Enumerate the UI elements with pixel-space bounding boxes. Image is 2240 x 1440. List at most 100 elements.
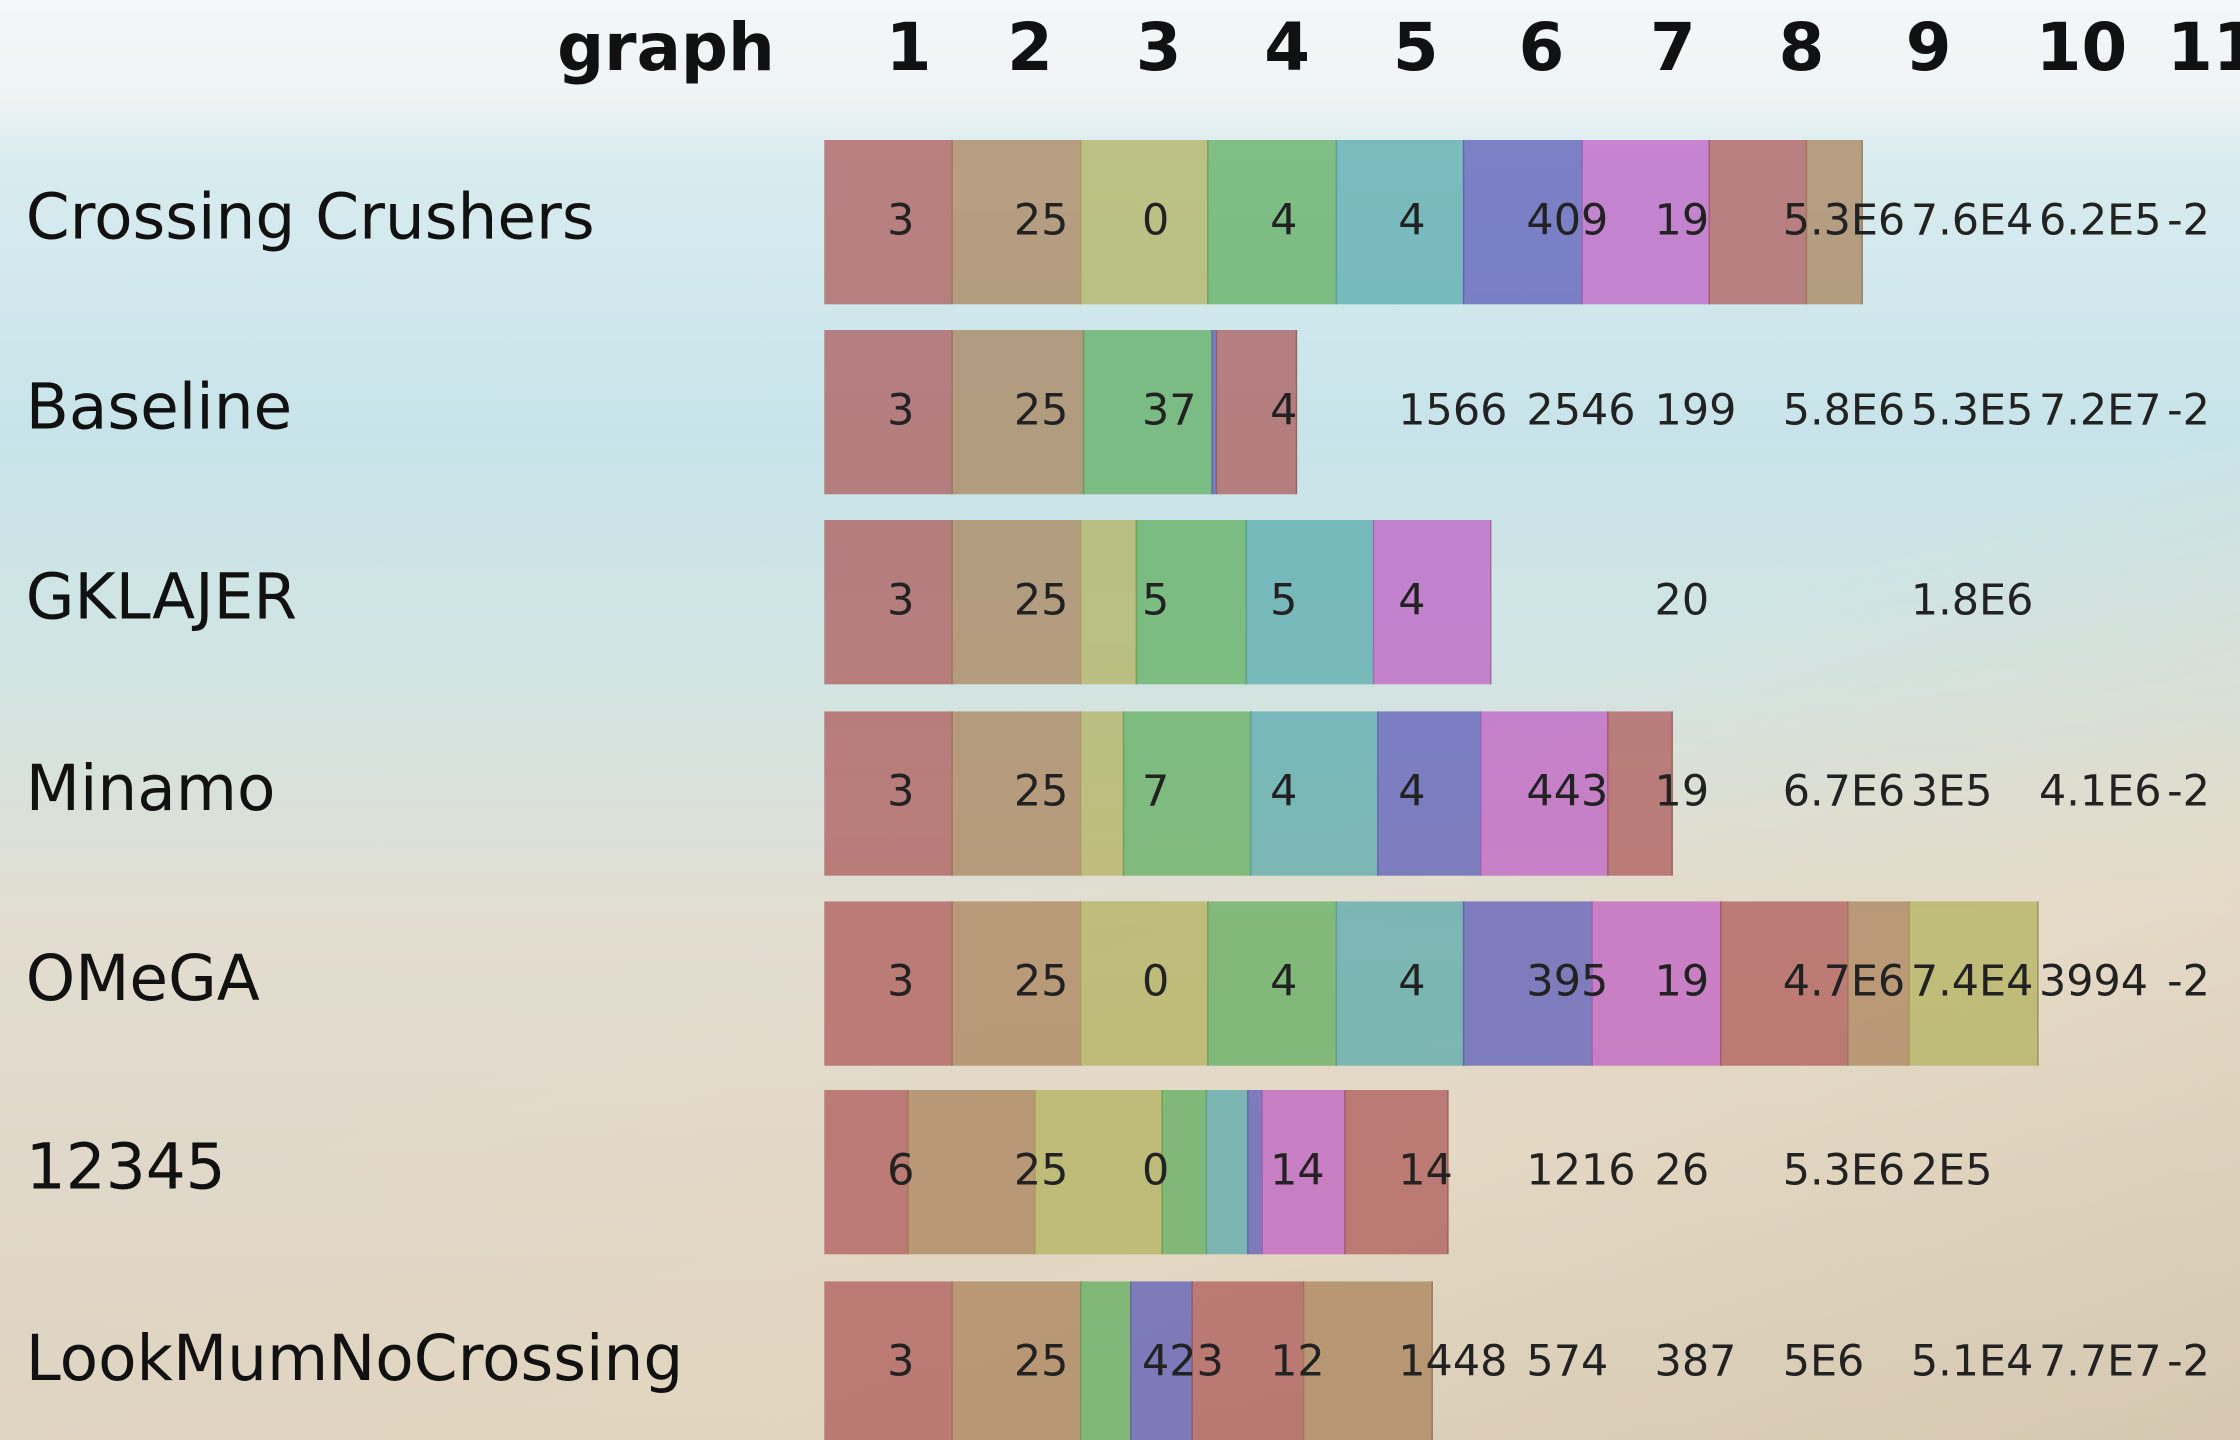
column-header: 6 (1518, 8, 1565, 86)
bar-segment (824, 711, 953, 876)
bar-segment (1462, 139, 1583, 305)
column-header: 3 (1135, 8, 1182, 86)
score-cell: 7.6E4 (1910, 195, 2034, 246)
team-name: 12345 (25, 1131, 226, 1205)
score-cell: 5 (1141, 575, 1170, 626)
score-cell: 423 (1141, 1337, 1224, 1388)
score-cell: -2 (2167, 385, 2210, 436)
score-cell: 2E5 (1910, 1145, 1993, 1196)
score-cell: 5E6 (1782, 1337, 1865, 1388)
bar-segment (1205, 1089, 1249, 1255)
bar-segment (1082, 329, 1213, 495)
column-header: 1 (885, 8, 932, 86)
bar-segment (1335, 901, 1465, 1066)
score-cell: 19 (1654, 957, 1710, 1008)
team-name: Minamo (25, 752, 276, 826)
score-cell: 4.7E6 (1782, 957, 1906, 1008)
score-cell: 5 (1270, 575, 1298, 626)
score-cell: 3 (887, 385, 915, 436)
bar-segment (1462, 901, 1593, 1066)
score-cell: 37 (1141, 385, 1197, 436)
score-cell: 12 (1270, 1337, 1325, 1388)
bar-segment (1161, 1089, 1208, 1255)
score-cell: 199 (1654, 385, 1737, 436)
score-cell: 1448 (1398, 1337, 1508, 1388)
score-cell: 4 (1398, 575, 1426, 626)
team-name: LookMumNoCrossing (25, 1322, 684, 1396)
score-cell: 3 (887, 957, 915, 1008)
score-cell: 4 (1270, 957, 1298, 1008)
column-header: 2 (1007, 8, 1053, 86)
score-cell: 6 (887, 1145, 915, 1196)
score-cell: 4 (1270, 767, 1298, 818)
score-cell: 4 (1270, 385, 1298, 436)
score-cell: 19 (1654, 767, 1710, 818)
bar-segment (1079, 711, 1125, 876)
column-header: 7 (1649, 8, 1696, 86)
team-name: Baseline (25, 371, 293, 445)
bar-segment (1079, 519, 1138, 685)
score-cell: 25 (1013, 385, 1069, 436)
bar-segment (824, 519, 953, 685)
score-cell: 7.7E7 (2038, 1337, 2162, 1388)
score-cell: 1566 (1398, 385, 1508, 436)
score-cell: 4 (1398, 767, 1426, 818)
bar-segment (824, 901, 953, 1066)
score-cell: 5.3E6 (1782, 1145, 1906, 1196)
score-cell: 3E5 (1910, 767, 1993, 818)
bar-segment (1207, 901, 1338, 1066)
bar-segment (1034, 1089, 1163, 1255)
column-header: 10 (2035, 8, 2128, 86)
bar-segment (1377, 711, 1482, 876)
score-cell: 574 (1526, 1337, 1609, 1388)
score-cell: 7.4E4 (1910, 957, 2034, 1008)
bar-segment (824, 329, 953, 495)
bar-segment (1245, 519, 1375, 685)
score-cell: 19 (1654, 195, 1710, 246)
bar-segment (951, 711, 1082, 876)
score-cell: 25 (1013, 575, 1069, 626)
score-cell: 5.8E6 (1782, 385, 1906, 436)
score-cell: 25 (1013, 195, 1069, 246)
bar-segment (1249, 711, 1379, 876)
team-name: Crossing Crushers (25, 181, 595, 255)
score-cell: 3 (887, 195, 915, 246)
column-header: 9 (1905, 8, 1952, 86)
score-cell: 14 (1398, 1145, 1453, 1196)
score-cell: -2 (2167, 957, 2210, 1008)
score-cell: 25 (1013, 1145, 1069, 1196)
score-cell: 5.3E5 (1910, 385, 2034, 436)
score-cell: 3 (887, 767, 915, 818)
score-cell: 2546 (1526, 385, 1636, 436)
column-header: 11 (2167, 8, 2240, 86)
score-cell: 443 (1526, 767, 1609, 818)
bar-segment (824, 1089, 909, 1255)
bar-segment (1372, 519, 1492, 685)
score-cell: -2 (2167, 767, 2210, 818)
score-cell: 20 (1654, 575, 1710, 626)
score-cell: 7 (1141, 767, 1170, 818)
score-cell: 5.3E6 (1782, 195, 1906, 246)
column-header: 5 (1392, 8, 1439, 86)
bar-segment (951, 901, 1082, 1066)
score-cell: 4 (1270, 195, 1298, 246)
bar-segment (1302, 1281, 1433, 1440)
bar-segment (951, 1281, 1082, 1440)
score-cell: 387 (1654, 1337, 1737, 1388)
score-cell: 1.8E6 (1910, 575, 2034, 626)
bar-segment (1908, 901, 2039, 1066)
bar-segment (1708, 139, 1808, 305)
bar-segment (1079, 139, 1209, 305)
bar-segment (1079, 901, 1209, 1066)
score-cell: 0 (1141, 1145, 1170, 1196)
score-cell: 0 (1141, 195, 1170, 246)
score-cell: 6.7E6 (1782, 767, 1906, 818)
score-cell: 25 (1013, 1337, 1069, 1388)
score-cell: 25 (1013, 767, 1069, 818)
team-name: GKLAJER (25, 561, 298, 635)
bar-segment (1215, 329, 1298, 495)
score-cell: 395 (1526, 957, 1609, 1008)
bar-segment (1847, 901, 1910, 1066)
score-cell: -2 (2167, 1337, 2210, 1388)
